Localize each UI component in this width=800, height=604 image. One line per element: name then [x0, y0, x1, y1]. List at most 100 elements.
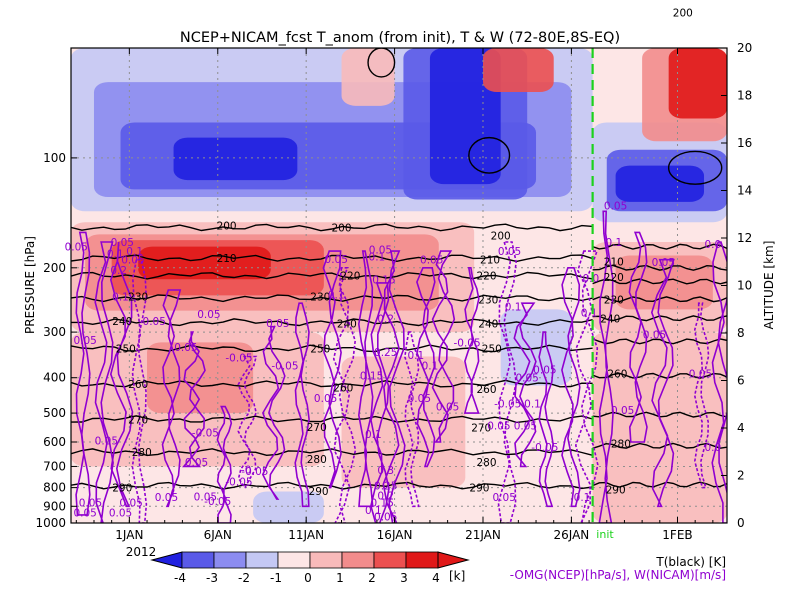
temperature-label-text: 240: [337, 318, 357, 330]
temperature-label-text: 270: [471, 423, 491, 435]
vertical-velocity-label: 0.05: [95, 436, 118, 448]
cool-mid-a: [500, 309, 572, 386]
vertical-velocity-label: 0.1: [581, 307, 598, 319]
vertical-velocity-label: 0.1: [107, 249, 124, 261]
temperature-label-text: 280: [611, 438, 631, 450]
vertical-velocity-label: 0.05: [79, 498, 102, 510]
y-tick-label-right: 2: [737, 469, 745, 483]
colorbar-left-arrow: [150, 551, 183, 569]
vertical-velocity-label: 0.05: [109, 507, 132, 519]
vertical-velocity-label: 0.05: [155, 492, 178, 504]
vertical-velocity-contour: [161, 289, 182, 508]
vertical-velocity-label: 0.05: [643, 330, 666, 342]
vertical-velocity-label: 0.05: [533, 365, 556, 377]
vertical-velocity-label: 0.1: [365, 505, 382, 517]
y-tick-label-right: 18: [737, 89, 752, 103]
temperature-label: 280: [611, 438, 631, 450]
colorbar-segment: [213, 551, 247, 569]
vertical-velocity-label: -0.: [241, 464, 255, 476]
vertical-velocity-contour: [463, 267, 480, 414]
vertical-velocity-label: 0.05: [652, 257, 675, 269]
colorbar-segment: [405, 551, 439, 569]
temperature-label-text: 250: [310, 344, 330, 356]
vertical-velocity-contour: [598, 210, 614, 523]
vertical-velocity-label: 0.05: [174, 342, 197, 354]
temperature-label-text: 280: [477, 457, 497, 469]
temperature-label-text: 280: [132, 447, 152, 459]
temperature-label-text: 260: [333, 382, 353, 394]
vertical-velocity-label: -0.05: [192, 427, 219, 439]
colorbar-tick-label: 1: [336, 571, 344, 585]
temperature-contour-200: [71, 223, 593, 232]
temperature-label-text: 290: [606, 485, 626, 497]
vertical-velocity-label: 0.1: [505, 301, 522, 313]
temperature-label: 270: [307, 422, 327, 434]
axes-layer: 1JAN 6JAN 11JAN 16JAN 21JAN 26JAN 1FEB10020030…: [35, 41, 752, 542]
vertical-velocity-label: -0.05: [453, 337, 480, 349]
temperature-label-text: 210: [604, 256, 624, 268]
temperature-label: 280: [132, 447, 152, 459]
vertical-velocity-label: 0.15: [371, 498, 394, 510]
temperature-label: 230: [604, 294, 624, 306]
temperature-contour-250: [71, 344, 593, 353]
vertical-velocity-label: 0.05: [119, 498, 142, 510]
vertical-velocity-label: 0.1: [524, 398, 541, 410]
vertical-velocity-label: 0.05: [185, 457, 208, 469]
x-tick-label: 16JAN: [377, 528, 413, 542]
colorbar-tick-label: 3: [400, 571, 408, 585]
y-tick-label-left: 1000: [35, 516, 66, 530]
temperature-label: 200: [332, 222, 352, 234]
vertical-velocity-label: 0.05: [121, 255, 144, 267]
temperature-label: 290: [469, 483, 489, 495]
y-tick-label-right: 16: [737, 136, 752, 150]
vertical-velocity-label: 0.05: [73, 335, 96, 347]
temperature-label-text: 210: [217, 253, 237, 265]
colorbar-tick-label: -4: [174, 571, 186, 585]
vertical-velocity-label: 0.25: [374, 481, 397, 493]
vertical-velocity-contour: [416, 267, 436, 468]
vertical-velocity-contour: [382, 250, 406, 523]
temperature-label-text: 240: [112, 316, 132, 328]
temperature-label-text: 290: [112, 483, 132, 495]
temperature-label: 240: [600, 313, 620, 325]
vertical-velocity-label: 0.2: [377, 490, 394, 502]
temperature-label: 200: [491, 230, 511, 242]
vertical-velocity-label: 0.05: [487, 420, 510, 432]
temperature-label-text: 290: [469, 483, 489, 495]
x-tick-label: 1JAN: [115, 528, 143, 542]
vertical-velocity-contour: [513, 302, 537, 468]
vertical-velocity-label: -0.05: [225, 477, 252, 489]
temperature-contour-220: [71, 271, 593, 280]
vertical-velocity-label: 0.15: [372, 274, 395, 286]
temperature-label-text: 260: [128, 379, 148, 391]
vertical-velocity-label: 0.05: [194, 491, 217, 503]
vertical-velocity-contour: [182, 331, 206, 468]
temperature-label-text: 200: [332, 222, 352, 234]
temperature-label: 210: [604, 256, 624, 268]
warm-top-d: [668, 48, 727, 119]
year-label: 2012: [126, 545, 157, 559]
temperature-label: 230: [478, 294, 498, 306]
y-tick-label-right: 20: [737, 41, 752, 55]
x-tick-label: 6JAN: [204, 528, 232, 542]
temperature-contour-280: [71, 448, 593, 457]
vertical-velocity-label: 0.05: [374, 512, 397, 524]
y-tick-label-right: 14: [737, 184, 752, 198]
temperature-contour-closed: [667, 150, 723, 185]
vertical-velocity-label: 0.05: [197, 309, 220, 321]
vertical-velocity-label: 0.0: [705, 442, 722, 454]
vertical-velocity-label: 0.2: [110, 265, 127, 277]
y-tick-label-left: 300: [43, 325, 66, 339]
temperature-label-text: 230: [478, 294, 498, 306]
y-axis-label-right: ALTITUDE [km]: [762, 241, 776, 330]
temperature-label-text: 240: [600, 313, 620, 325]
vertical-velocity-contour: [650, 258, 675, 508]
temperature-label-text: 220: [340, 271, 360, 283]
temperature-label: 220: [604, 272, 624, 284]
colorbar-segment: [277, 551, 311, 569]
temperature-label: 200: [217, 220, 237, 232]
temperature-label: 290: [112, 483, 132, 495]
temperature-label-text: 260: [607, 369, 627, 381]
